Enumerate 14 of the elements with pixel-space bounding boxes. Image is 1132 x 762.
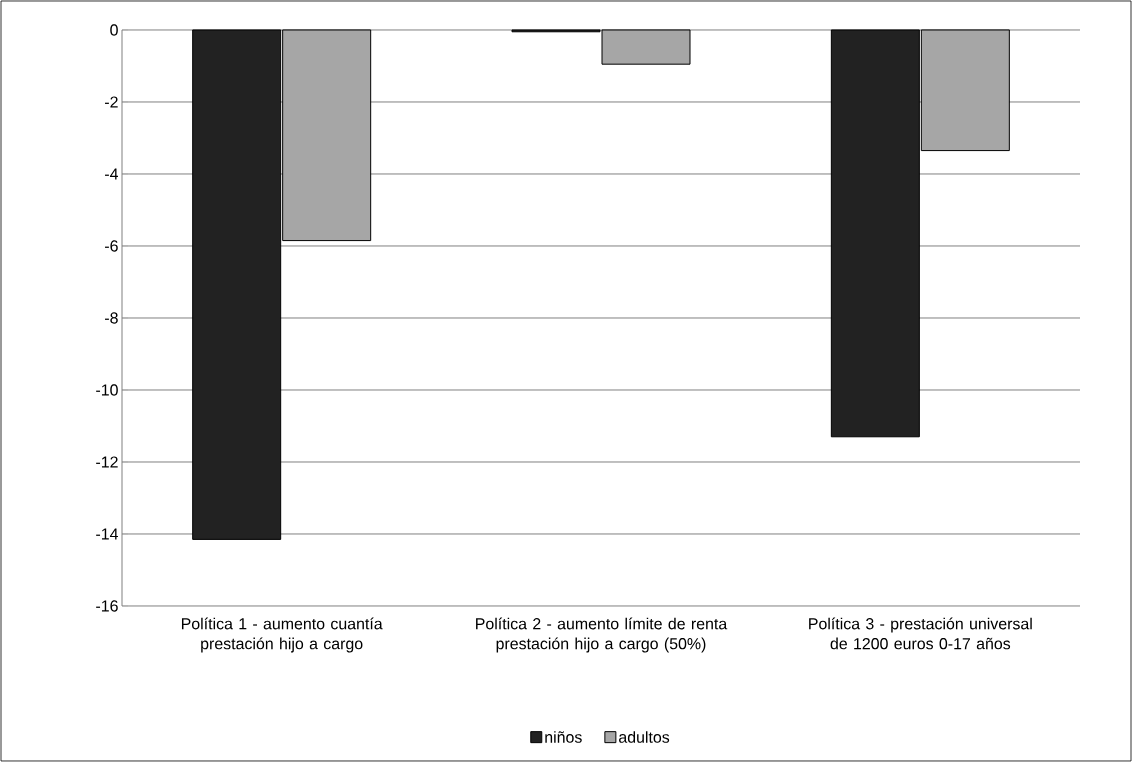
x-tick-label: Política 1 - aumento cuantía prestación hijo a cargo [181,617,383,653]
y-tick-label: -6 [105,240,118,252]
legend-label: adultos [619,731,670,743]
y-tick-label: -10 [96,384,118,396]
y-tick-label: -16 [96,600,118,612]
legend-label: niños [545,731,582,743]
x-tick-label: Política 3 - prestación universal de 1200 euros 0-17 años [809,617,1032,650]
y-tick-label: -4 [105,168,119,180]
y-tick-label: -8 [105,312,118,324]
y-tick-label: -12 [96,456,118,468]
y-tick-label: 0 [110,24,118,36]
x-tick-label: Política 2 - aumento límite de renta prestación hijo a cargo (50%) [476,617,728,653]
y-tick-label: -14 [96,528,119,540]
y-tick-label: -2 [105,96,118,108]
